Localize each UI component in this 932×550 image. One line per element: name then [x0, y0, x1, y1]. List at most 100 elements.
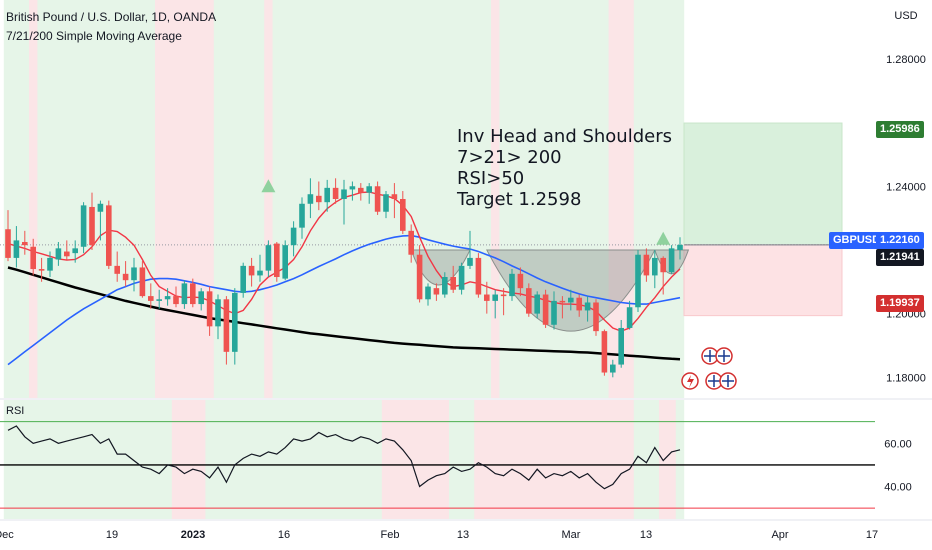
buy-signal-icon	[656, 231, 671, 245]
candle-body	[72, 248, 78, 254]
candle-body	[265, 245, 272, 271]
time-axis-tick: Mar	[562, 529, 581, 541]
sma21-line	[7, 234, 681, 366]
time-axis-tick: 19	[106, 529, 118, 541]
stop-zone	[683, 244, 843, 317]
candle-body	[206, 291, 213, 327]
chart-legend: British Pound / U.S. Dollar, 1D, OANDA 7…	[6, 8, 216, 46]
candle-body	[534, 294, 540, 314]
candle-body	[643, 254, 650, 276]
candle-body	[610, 364, 616, 373]
candle-body	[668, 248, 675, 273]
candle-body	[290, 227, 297, 246]
annotation-line-4: Target 1.2598	[457, 189, 582, 210]
candle-body	[652, 257, 658, 276]
candle-body	[425, 286, 431, 300]
candle-body	[181, 283, 188, 305]
rsi-background-region-red	[381, 400, 449, 519]
candle-body	[282, 245, 288, 279]
rsi-axis-tick: 60.00	[884, 438, 912, 450]
candle-body	[38, 269, 45, 271]
candle-body	[198, 291, 204, 305]
rsi-line	[7, 425, 681, 490]
candle-body	[475, 257, 482, 295]
annotation-line-1: Inv Head and Shoulders	[457, 126, 672, 147]
candle-body	[517, 273, 524, 289]
price-axis-currency: USD	[894, 10, 917, 22]
candle-body	[80, 205, 87, 247]
background-region-red	[29, 0, 38, 398]
candle-body	[248, 265, 255, 276]
candle-body	[139, 267, 146, 297]
pattern-annotation: Inv Head and Shoulders 7>21> 200 RSI>50 …	[457, 126, 672, 210]
candle-body	[509, 273, 515, 297]
candle-body	[551, 300, 557, 325]
candle-body	[391, 194, 398, 199]
candle-body	[442, 277, 448, 295]
time-axis-tick: Dec	[0, 529, 14, 541]
candle-body	[240, 265, 246, 293]
candle-body	[484, 294, 490, 301]
candle-body	[593, 302, 599, 332]
time-axis-tick: 13	[457, 529, 469, 541]
time-axis-tick: 2023	[181, 529, 205, 541]
candle-body	[5, 229, 11, 258]
rsi-background-region-red	[171, 400, 206, 519]
symbol-title: British Pound / U.S. Dollar, 1D, OANDA	[6, 10, 217, 24]
candle-body	[307, 194, 314, 204]
candle-body	[47, 257, 53, 271]
buy-signal-icon	[261, 179, 276, 193]
candle-body	[358, 187, 364, 193]
candle-body	[22, 241, 28, 246]
background-region-red	[155, 0, 214, 398]
last-price-tag: 1.22160	[876, 232, 924, 249]
price-axis-tick: 1.28000	[886, 54, 926, 66]
candle-body	[106, 205, 112, 266]
sma200-line	[7, 266, 681, 361]
candle-body	[433, 288, 440, 295]
candle-body	[576, 297, 582, 311]
rsi-axis-tick: 40.00	[884, 482, 912, 494]
candle-body	[542, 294, 549, 325]
candle-body	[601, 331, 608, 373]
candle-body	[97, 203, 104, 212]
time-axis-tick: 17	[866, 529, 878, 541]
candle-body	[30, 246, 36, 270]
candle-body	[677, 244, 683, 250]
candle-body	[190, 283, 196, 305]
ma-price-tag: 1.21941	[876, 249, 924, 266]
candle-body	[89, 206, 95, 246]
rsi-pane-label: RSI	[6, 405, 25, 417]
candle-body	[324, 187, 330, 203]
time-axis-tick: Feb	[381, 529, 400, 541]
rsi-background-region-red	[474, 400, 634, 519]
flag-cross-icon	[708, 375, 720, 387]
flag-cross-icon	[722, 375, 734, 387]
candle-body	[122, 273, 129, 281]
indicator-title: 7/21/200 Simple Moving Average	[6, 29, 182, 43]
candle-body	[173, 296, 179, 305]
candle-body	[341, 189, 347, 199]
candle-body	[131, 267, 137, 281]
lightning-icon	[687, 375, 694, 388]
candle-body	[416, 254, 423, 300]
candle-body	[366, 186, 372, 193]
candle-body	[660, 257, 666, 273]
price-axis-tick: 1.24000	[886, 181, 926, 193]
candle-body	[559, 300, 566, 303]
annotation-line-3: RSI>50	[457, 168, 525, 189]
time-axis-tick: 13	[640, 529, 652, 541]
candle-body	[626, 307, 633, 328]
candle-body	[148, 296, 154, 301]
candle-body	[349, 186, 356, 190]
candle-body	[164, 296, 171, 300]
target-price-tag: 1.25986	[876, 121, 924, 138]
annotation-line-2: 7>21> 200	[457, 147, 562, 168]
candle-body	[458, 265, 465, 290]
background-region-red	[491, 0, 500, 398]
candle-body	[467, 257, 473, 266]
background-region-red	[264, 0, 273, 398]
candle-body	[584, 302, 591, 311]
price-axis-tick: 1.18000	[886, 372, 926, 384]
